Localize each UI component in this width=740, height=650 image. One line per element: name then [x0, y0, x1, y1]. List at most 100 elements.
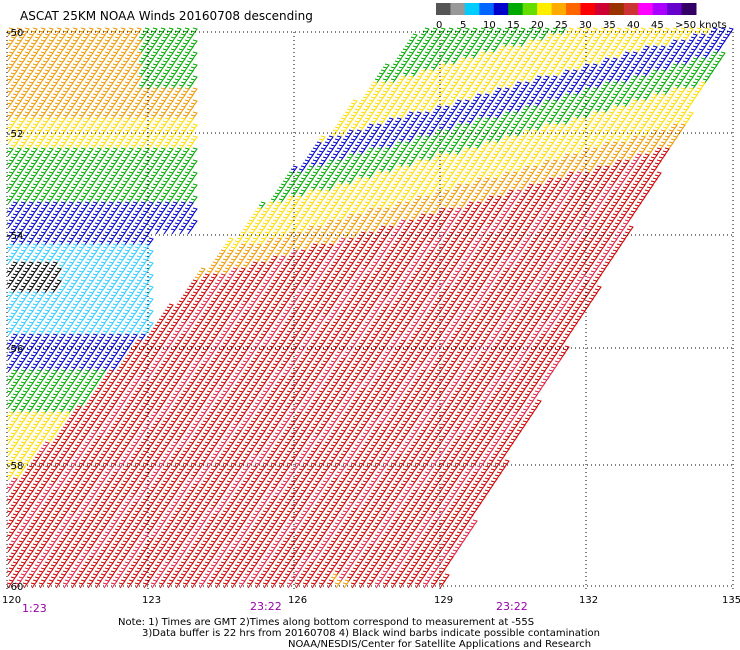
wind-barb — [482, 33, 490, 43]
wind-barb — [102, 171, 110, 181]
wind-barb — [598, 135, 606, 145]
wind-barb — [418, 165, 426, 175]
wind-barb — [722, 33, 730, 43]
wind-barb — [434, 141, 442, 151]
wind-barb — [430, 51, 438, 61]
wind-barb — [38, 135, 46, 145]
wind-barb — [118, 51, 126, 61]
wind-barb — [562, 105, 570, 115]
wind-barb — [114, 45, 122, 55]
wind-barb — [6, 195, 14, 205]
wind-barb — [70, 159, 78, 169]
wind-barb — [46, 111, 54, 121]
wind-barb — [674, 69, 682, 79]
wind-barb — [186, 45, 194, 55]
wind-barb — [570, 45, 578, 55]
wind-barb — [6, 207, 14, 217]
wind-barb — [558, 135, 566, 145]
wind-barb — [414, 111, 422, 121]
wind-barb — [550, 111, 558, 121]
wind-barb — [78, 63, 86, 73]
wind-barb — [530, 69, 538, 79]
wind-barb — [146, 69, 154, 79]
wind-barb — [130, 33, 138, 43]
wind-barb — [18, 45, 26, 55]
wind-barb — [70, 27, 78, 37]
wind-barb — [650, 45, 658, 55]
wind-barb — [186, 93, 194, 103]
wind-barb — [354, 105, 362, 115]
wind-barb — [30, 51, 38, 61]
wind-barb — [110, 27, 118, 37]
wind-barb — [586, 69, 594, 79]
wind-barb — [558, 111, 566, 121]
wind-barb — [578, 69, 586, 79]
wind-barb — [514, 105, 522, 115]
wind-barb — [698, 57, 706, 67]
wind-barb — [106, 57, 114, 67]
wind-barb — [666, 45, 674, 55]
wind-barb — [598, 159, 606, 169]
wind-barb — [178, 81, 186, 91]
wind-barb — [462, 39, 470, 49]
wind-barb — [114, 105, 122, 115]
wind-barb — [142, 147, 150, 157]
wind-barb — [358, 135, 366, 145]
wind-barb — [162, 105, 170, 115]
wind-barb — [154, 105, 162, 115]
wind-barb — [182, 63, 190, 73]
wind-barb — [442, 93, 450, 103]
wind-barb — [110, 171, 118, 181]
wind-barb — [470, 147, 478, 157]
wind-barb — [310, 159, 318, 169]
wind-barb — [622, 51, 630, 61]
wind-barb — [142, 39, 150, 49]
wind-barb — [138, 117, 146, 127]
wind-barb — [130, 141, 138, 151]
wind-barb — [538, 153, 546, 163]
wind-barb — [430, 63, 438, 73]
wind-barb — [594, 93, 602, 103]
wind-barb — [94, 123, 102, 133]
wind-barb — [78, 87, 86, 97]
wind-barb — [150, 39, 158, 49]
wind-barb — [654, 135, 662, 145]
wind-barb — [586, 93, 594, 103]
wind-barb — [106, 45, 114, 55]
wind-barb — [494, 159, 502, 169]
wind-barb — [66, 105, 74, 115]
wind-barb — [62, 75, 70, 85]
wind-barb — [162, 81, 170, 91]
wind-barb — [318, 147, 326, 157]
wind-barb — [38, 147, 46, 157]
wind-barb — [462, 51, 470, 61]
wind-barb — [6, 27, 14, 37]
wind-barb — [150, 159, 158, 169]
wind-barb — [594, 33, 602, 43]
wind-barb — [538, 81, 546, 91]
wind-barb — [150, 75, 158, 85]
wind-barb — [626, 153, 634, 163]
wind-barb — [90, 33, 98, 43]
wind-barb — [590, 147, 598, 157]
wind-barb — [562, 33, 570, 43]
wind-barb — [534, 39, 542, 49]
wind-barb — [82, 165, 90, 175]
wind-barb — [466, 69, 474, 79]
wind-barb — [518, 99, 526, 109]
wind-barb — [402, 105, 410, 115]
wind-barb — [502, 99, 510, 109]
wind-barb — [490, 105, 498, 115]
wind-barb — [466, 81, 474, 91]
wind-barb — [178, 117, 186, 127]
wind-barb — [514, 93, 522, 103]
wind-barb — [102, 123, 110, 133]
wind-barb — [78, 51, 86, 61]
wind-barb — [466, 105, 474, 115]
wind-barb — [474, 81, 482, 91]
wind-barb — [62, 147, 70, 157]
wind-barb — [426, 141, 434, 151]
wind-barb — [358, 147, 366, 157]
wind-barb — [142, 135, 150, 145]
wind-barb — [566, 147, 574, 157]
